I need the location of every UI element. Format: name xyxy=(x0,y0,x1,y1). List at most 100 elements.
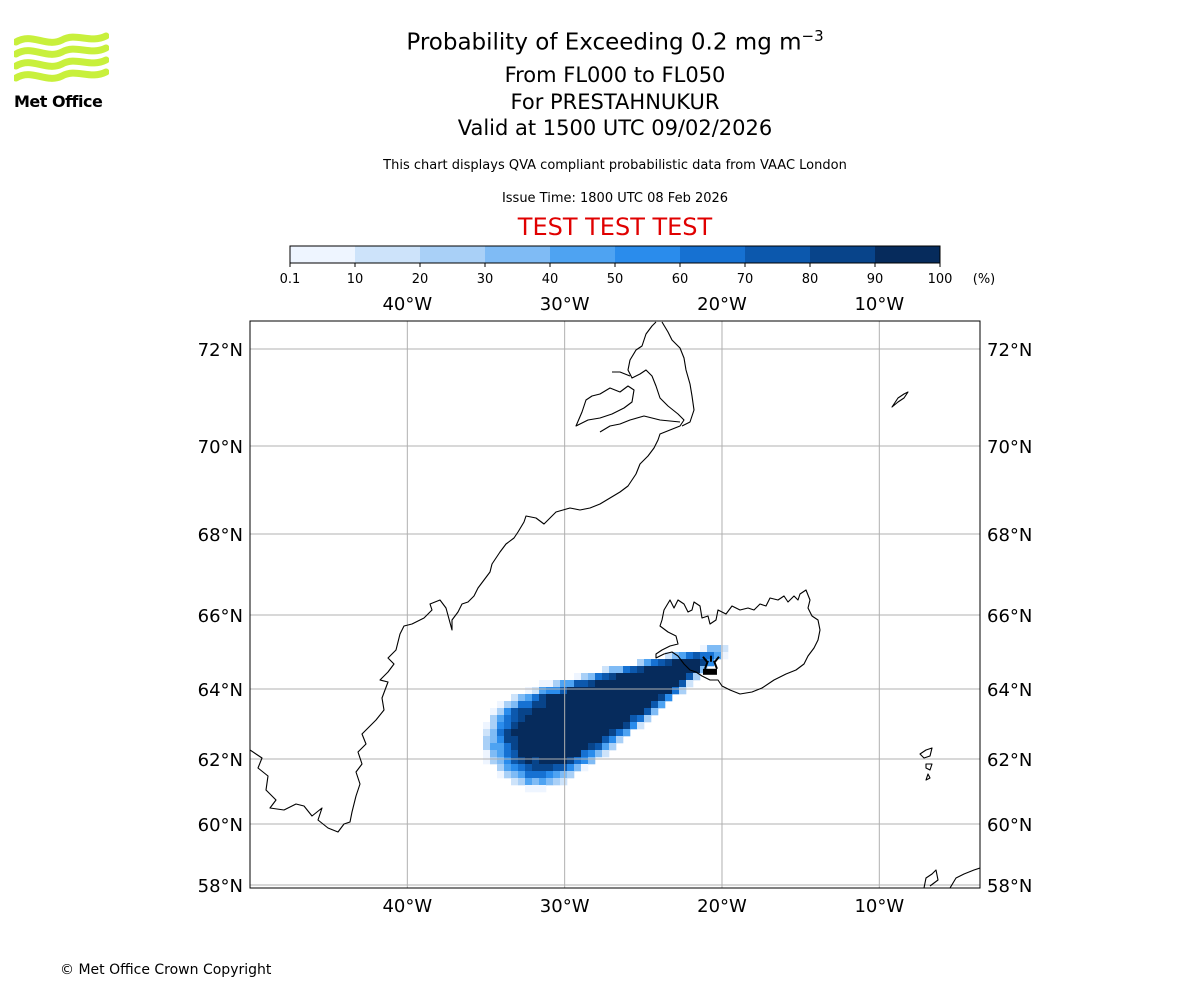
probability-cell xyxy=(574,722,582,730)
probability-cell xyxy=(588,750,596,758)
probability-cell xyxy=(644,673,652,681)
probability-cell xyxy=(490,715,498,723)
probability-cell xyxy=(588,687,596,695)
probability-cell xyxy=(581,687,589,695)
volcano-symbol xyxy=(702,655,720,675)
probability-cell xyxy=(700,652,708,660)
volcano-base xyxy=(702,668,717,675)
probability-cell xyxy=(567,736,575,744)
probability-cell xyxy=(567,771,575,779)
probability-cell xyxy=(539,757,547,765)
probability-cell xyxy=(679,652,687,660)
latitude-label-right: 58°N xyxy=(987,876,1032,897)
probability-cell xyxy=(616,708,624,716)
probability-cell xyxy=(539,680,547,688)
probability-cell xyxy=(553,750,561,758)
probability-cell xyxy=(567,722,575,730)
probability-cell xyxy=(714,645,722,653)
probability-cell xyxy=(595,680,603,688)
probability-cell xyxy=(490,722,498,730)
probability-cell xyxy=(539,708,547,716)
probability-cell xyxy=(637,715,645,723)
longitude-label-bottom: 10°W xyxy=(854,896,904,917)
probability-cell xyxy=(609,687,617,695)
probability-cell xyxy=(532,750,540,758)
probability-cell xyxy=(595,708,603,716)
probability-cell xyxy=(553,771,561,779)
probability-cell xyxy=(581,701,589,709)
probability-cell xyxy=(665,659,673,667)
probability-cell xyxy=(588,729,596,737)
probability-cell xyxy=(518,708,526,716)
probability-cell xyxy=(630,694,638,702)
probability-cell xyxy=(623,701,631,709)
probability-cell xyxy=(602,743,610,751)
probability-cell xyxy=(644,701,652,709)
jan-mayen-island xyxy=(891,391,909,408)
probability-cell xyxy=(574,694,582,702)
probability-cell xyxy=(602,680,610,688)
probability-cell xyxy=(553,680,561,688)
probability-cell xyxy=(574,673,582,681)
probability-cell xyxy=(630,701,638,709)
probability-cell xyxy=(511,708,519,716)
probability-cell xyxy=(609,722,617,730)
greenland-fjords xyxy=(575,321,695,433)
probability-cell xyxy=(560,708,568,716)
probability-cell xyxy=(707,652,715,660)
probability-cell xyxy=(616,736,624,744)
probability-cell xyxy=(602,708,610,716)
probability-cell xyxy=(504,715,512,723)
probability-cell xyxy=(553,708,561,716)
probability-cell xyxy=(637,701,645,709)
probability-cell xyxy=(574,743,582,751)
probability-cell xyxy=(609,666,617,674)
probability-cell xyxy=(511,778,519,786)
colorbar-cell xyxy=(355,246,421,263)
probability-cell xyxy=(595,701,603,709)
probability-cell xyxy=(644,680,652,688)
faroe-islands xyxy=(919,747,933,781)
probability-cell xyxy=(525,736,533,744)
probability-cell xyxy=(511,694,519,702)
probability-cell xyxy=(553,722,561,730)
probability-cell xyxy=(532,715,540,723)
probability-cell xyxy=(525,778,533,786)
longitude-label-top: 20°W xyxy=(697,294,747,315)
volcano-vent-lines xyxy=(702,655,720,670)
probability-cell xyxy=(490,743,498,751)
probability-cell xyxy=(693,666,701,674)
probability-cell xyxy=(609,694,617,702)
probability-cell xyxy=(532,701,540,709)
probability-cell xyxy=(553,743,561,751)
probability-cell xyxy=(665,673,673,681)
probability-cell xyxy=(567,680,575,688)
map-background xyxy=(250,321,980,888)
probability-cell xyxy=(700,659,708,667)
probability-cell xyxy=(497,736,505,744)
colorbar-unit: (%) xyxy=(973,272,996,287)
probability-cell xyxy=(539,736,547,744)
latitude-label-left: 62°N xyxy=(198,750,243,771)
probability-cell xyxy=(539,694,547,702)
probability-cell xyxy=(644,687,652,695)
latitude-label-right: 62°N xyxy=(987,750,1032,771)
probability-cell xyxy=(504,701,512,709)
probability-cell xyxy=(630,715,638,723)
probability-cell xyxy=(588,708,596,716)
probability-cell xyxy=(560,729,568,737)
probability-cell xyxy=(490,729,498,737)
graticule xyxy=(250,321,980,888)
map-frame xyxy=(249,320,981,889)
probability-cell xyxy=(546,757,554,765)
probability-cell xyxy=(553,778,561,786)
probability-cell xyxy=(511,771,519,779)
probability-cell xyxy=(497,701,505,709)
probability-cell xyxy=(658,673,666,681)
longitude-label-top: 40°W xyxy=(382,294,432,315)
probability-cell xyxy=(644,659,652,667)
probability-cell xyxy=(532,785,540,793)
probability-cell xyxy=(504,764,512,772)
probability-cell xyxy=(539,785,547,793)
probability-cell xyxy=(616,687,624,695)
